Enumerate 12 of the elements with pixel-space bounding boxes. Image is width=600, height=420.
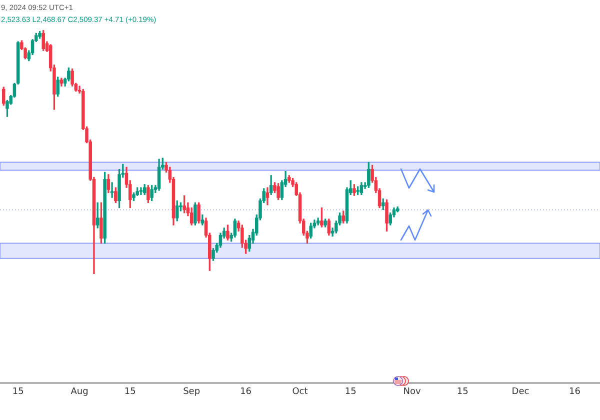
x-tick-label: 15 bbox=[344, 386, 356, 397]
x-tick-label: 16 bbox=[240, 386, 252, 397]
x-tick-label: Aug bbox=[70, 386, 88, 397]
x-tick-label: 15 bbox=[12, 386, 24, 397]
x-tick-label: 15 bbox=[456, 386, 468, 397]
candlestick bbox=[110, 182, 114, 198]
x-tick-label: 16 bbox=[568, 386, 581, 397]
x-tick-label: 15 bbox=[124, 386, 136, 397]
x-tick-label: Sep bbox=[183, 386, 200, 397]
x-tick-label: Dec bbox=[512, 386, 530, 397]
x-tick-label: Nov bbox=[403, 386, 422, 397]
x-tick-label: Oct bbox=[292, 386, 308, 397]
